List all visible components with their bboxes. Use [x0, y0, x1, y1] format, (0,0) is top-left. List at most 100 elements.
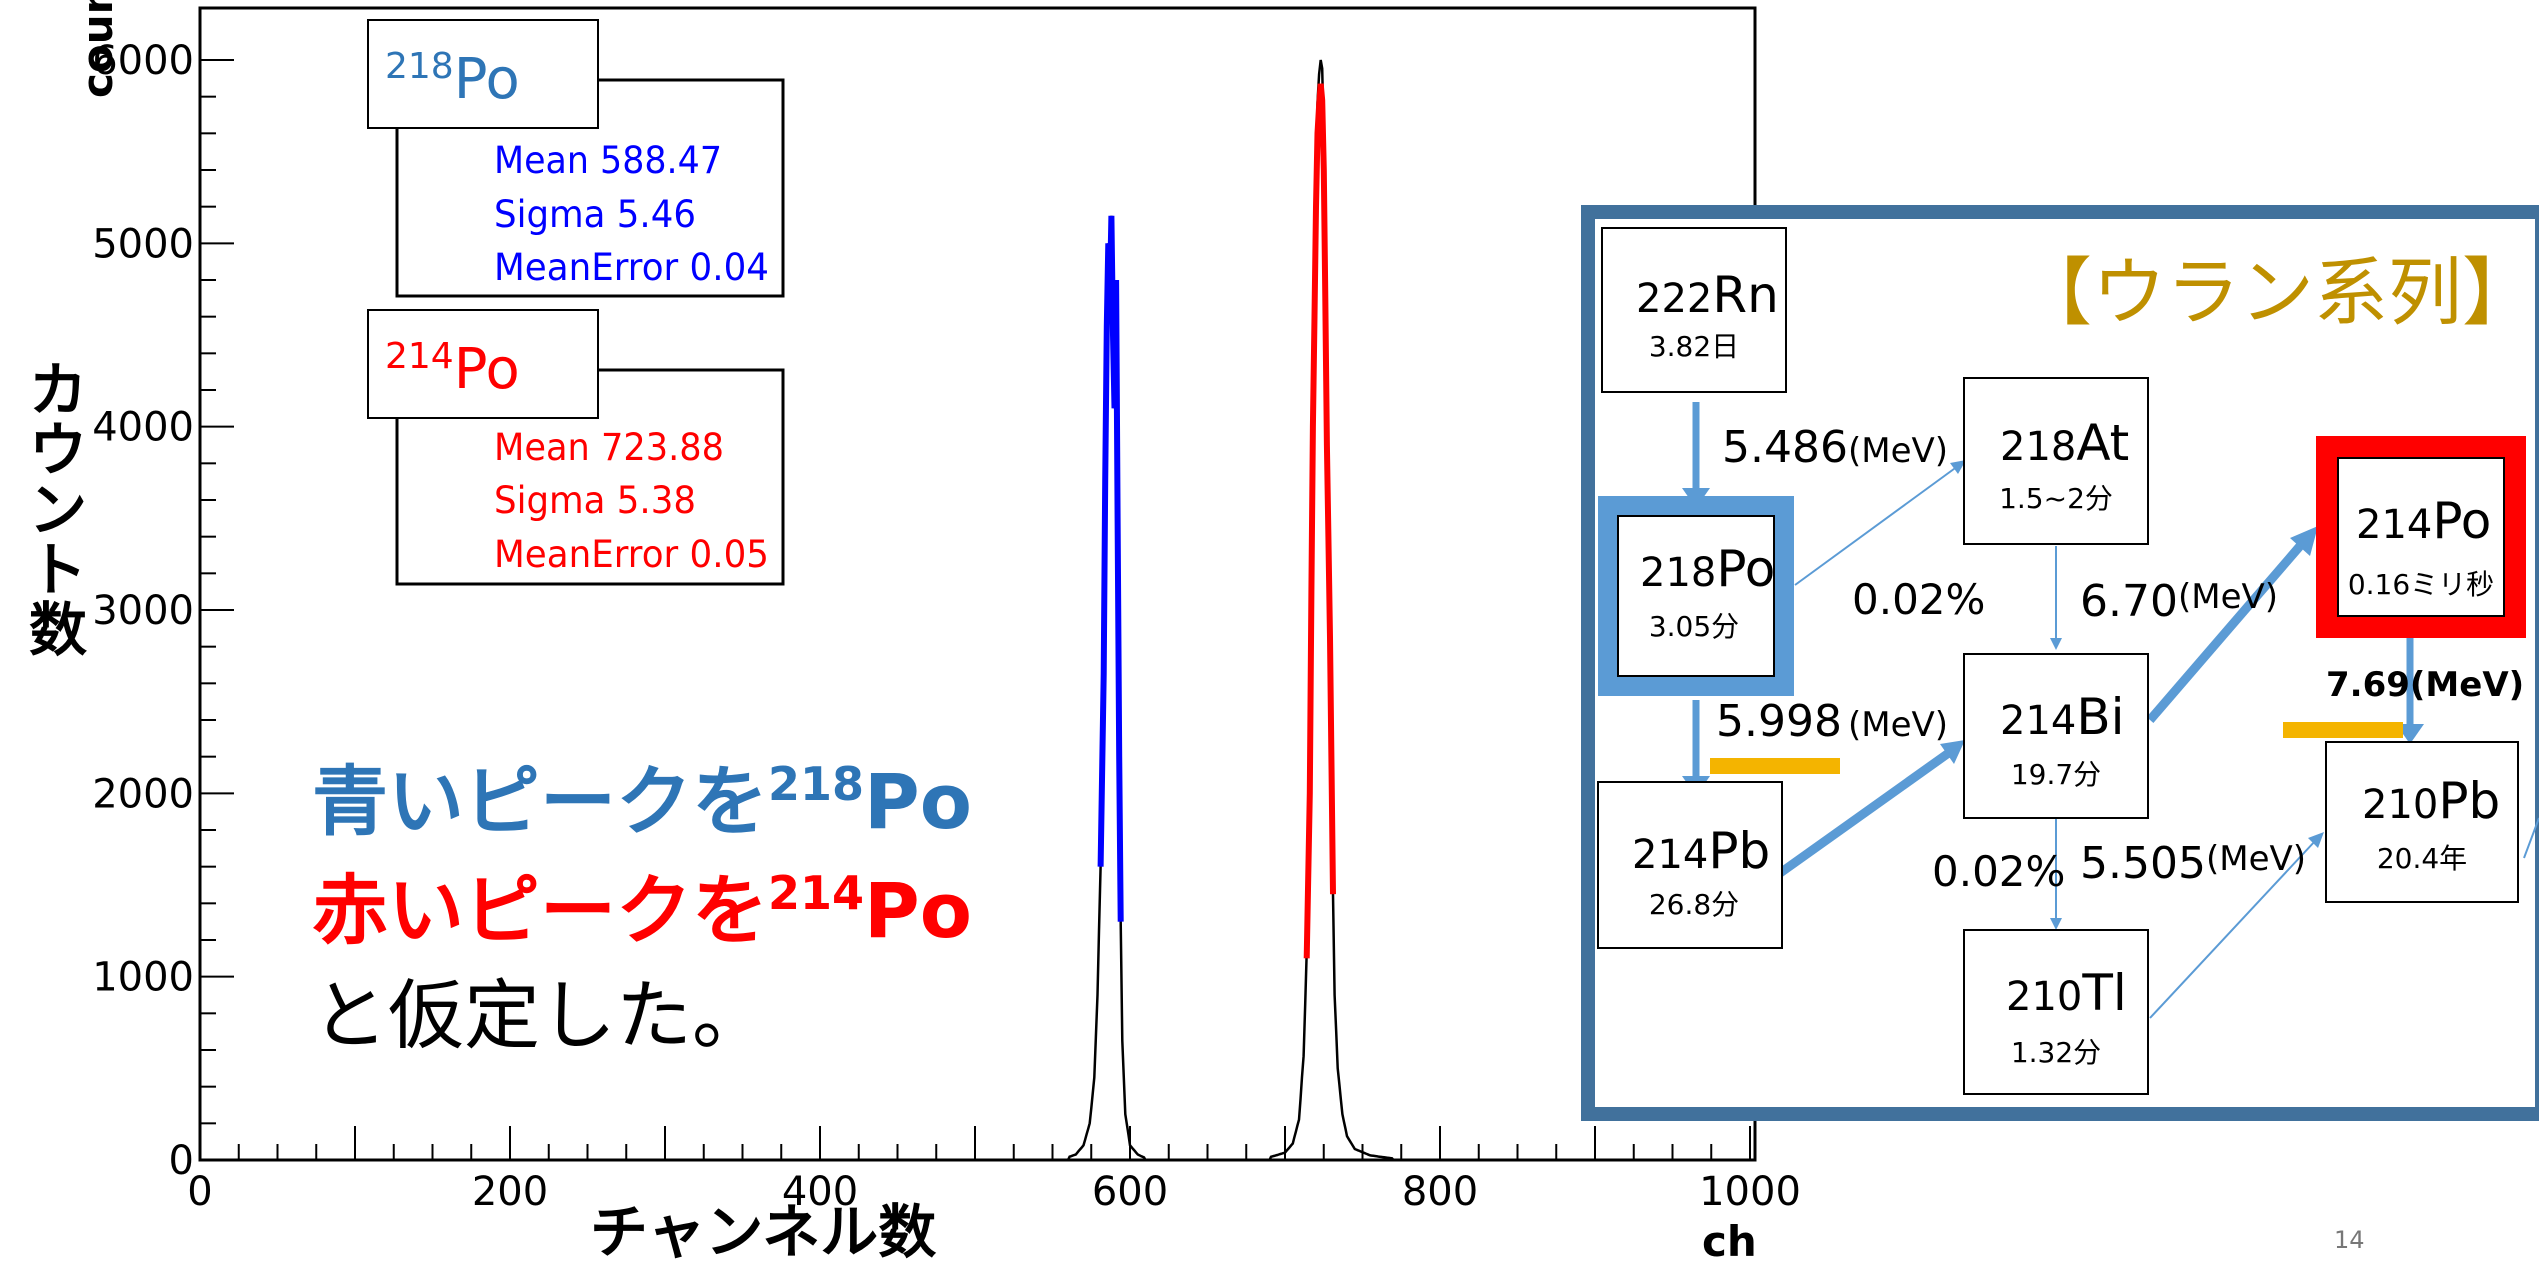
branch-bi-tl: 0.02%: [1932, 847, 2065, 896]
arrow-po-at: [1794, 465, 1959, 586]
note-line-tail: と仮定した。: [312, 971, 768, 1060]
arrow-pb-bi: [1773, 748, 1953, 880]
decay-title: 【ウラン系列】: [2018, 250, 2536, 336]
x-axis-label-jp: チャンネル数: [590, 1198, 936, 1261]
node-rn222: 222Rn 3.82日: [1601, 227, 1787, 393]
node-nuclide: 218Po: [1640, 540, 1775, 598]
node-po214: 214Po 0.16ミリ秒: [2316, 436, 2526, 638]
note-line-red: 赤いピークを214Po: [312, 866, 972, 955]
decay-arrows: [1682, 402, 2539, 1019]
x-axis-ticks: 0 200 400 600 800 1000: [187, 1126, 1801, 1215]
energy-bar-5998: [1710, 758, 1840, 774]
fit-sigma: Sigma 5.46: [494, 193, 696, 236]
histogram-series: [200, 59, 1750, 1162]
node-nuclide: 214Pb: [1632, 822, 1770, 880]
arrow-at-bi-head: [2050, 638, 2062, 650]
node-halflife: 3.82日: [1649, 330, 1739, 363]
node-frame: [2337, 457, 2505, 617]
energy-bi-po: 6.70(MeV): [2080, 576, 2278, 627]
node-tl210: 210Tl 1.32分: [1963, 929, 2149, 1095]
y-tick-label: 6000: [92, 38, 194, 84]
x-tick-label: 400: [782, 1169, 858, 1215]
fit-mean-error: MeanError 0.05: [494, 533, 769, 576]
x-axis-label: ch: [1702, 1217, 1757, 1261]
fit-title-frame: [367, 19, 599, 129]
y-tick-label: 4000: [92, 405, 194, 451]
note-line-blue: 青いピークを218Po: [312, 757, 972, 846]
node-nuclide: 214Po: [2356, 492, 2491, 550]
y-tick-label: 1000: [92, 955, 194, 1001]
y-tick-label: 2000: [92, 771, 194, 817]
page-number: 14: [2334, 1226, 2365, 1254]
node-halflife: 1.32分: [2011, 1036, 2101, 1069]
arrow-po-at-head: [1950, 460, 1966, 474]
node-pb214: 214Pb 26.8分: [1597, 781, 1783, 949]
node-frame: [1963, 377, 2149, 545]
y-axis-label-jp-char: ン: [29, 476, 87, 544]
y-axis-label: counts: [73, 0, 122, 98]
y-tick-label: 3000: [92, 588, 194, 634]
energy-rn-po: 5.486(MeV): [1722, 422, 1948, 473]
node-pb210: 210Pb 20.4年: [2325, 741, 2519, 903]
node-frame: [1597, 781, 1783, 949]
y-tick-label: 0: [169, 1138, 194, 1184]
branch-po-at: 0.02%: [1852, 575, 1985, 624]
node-frame: [1963, 653, 2149, 819]
node-halflife: 20.4年: [2377, 842, 2467, 875]
fit-title-frame: [367, 309, 599, 419]
node-bi214: 214Bi 19.7分: [1963, 653, 2149, 819]
node-frame: [1617, 515, 1775, 677]
arrow-tl-pb-head: [2308, 832, 2324, 848]
energy-bar-769: [2283, 722, 2403, 738]
node-nuclide: 210Tl: [2006, 964, 2127, 1022]
node-nuclide: 214Bi: [2000, 688, 2125, 746]
node-frame: [1963, 929, 2149, 1095]
fit-title: 218Po: [385, 46, 520, 112]
energy-tl-pb: 5.505(MeV): [2080, 838, 2306, 889]
fit-box-218po: 218Po Mean 588.47 Sigma 5.46 MeanError 0…: [367, 19, 785, 298]
arrow-pb-next: [2523, 817, 2539, 859]
x-tick-label: 600: [1092, 1169, 1168, 1215]
energy-po218-pb: 5.998 (MeV): [1716, 696, 1948, 747]
histogram-total: [200, 59, 1750, 1162]
y-axis-label-jp-char: 数: [29, 596, 87, 664]
histogram-chart: 0 200 400 600 800 1000 0 1000 2000 3000 4000 5000 6…: [29, 0, 1801, 1261]
peak-assumption-note: 青いピークを218Po 赤いピークを214Po と仮定した。: [312, 757, 972, 1060]
node-po218: 218Po 3.05分: [1598, 496, 1794, 696]
node-halflife: 1.5~2分: [1999, 482, 2113, 515]
arrow-bi-po214: [2146, 543, 2304, 723]
y-axis-ticks: 0 1000 2000 3000 4000 5000 6000: [92, 38, 234, 1184]
fit-mean: Mean 723.88: [494, 426, 724, 469]
node-frame: [2325, 741, 2519, 903]
y-axis-label-jp: カ ウ ン ト 数: [29, 356, 87, 664]
x-tick-label: 0: [187, 1169, 212, 1215]
energy-po214-pb: 7.69(MeV): [2326, 665, 2524, 705]
fit-sigma: Sigma 5.38: [494, 479, 696, 522]
arrow-bi-tl-head: [2050, 918, 2062, 930]
node-halflife: 19.7分: [2011, 758, 2101, 791]
y-axis-label-jp-char: カ: [29, 356, 87, 424]
node-halflife: 26.8分: [1649, 888, 1739, 921]
node-frame: [1601, 227, 1787, 393]
fit-title: 214Po: [385, 336, 520, 402]
node-halflife: 3.05分: [1649, 610, 1739, 643]
node-nuclide: 210Pb: [2362, 772, 2500, 830]
node-nuclide: 222Rn: [1636, 266, 1779, 324]
y-axis-label-jp-char: ウ: [29, 416, 87, 484]
fit-mean: Mean 588.47: [494, 139, 722, 182]
fit-mean-error: MeanError 0.04: [494, 246, 769, 289]
fit-box-214po: 214Po Mean 723.88 Sigma 5.38 MeanError 0…: [367, 309, 785, 586]
node-nuclide: 218At: [2000, 414, 2129, 472]
node-halflife: 0.16ミリ秒: [2348, 568, 2494, 601]
x-tick-label: 200: [472, 1169, 548, 1215]
peak-218po: [1097, 215, 1124, 922]
x-tick-label: 800: [1402, 1169, 1478, 1215]
x-tick-label: 1000: [1699, 1169, 1801, 1215]
decay-chain-panel: 【ウラン系列】 222: [1581, 205, 2539, 1121]
arrow-tl-pb: [2149, 839, 2317, 1019]
node-at218: 218At 1.5~2分: [1963, 377, 2149, 545]
y-tick-label: 5000: [92, 221, 194, 267]
y-axis-label-jp-char: ト: [29, 536, 87, 604]
arrow-bi-po214-head: [2290, 526, 2318, 556]
